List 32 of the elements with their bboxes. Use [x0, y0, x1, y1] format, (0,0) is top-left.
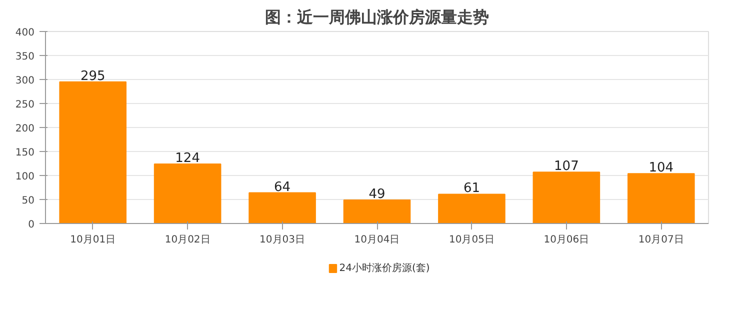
x-tick-label: 10月07日: [638, 234, 684, 246]
bar: [532, 172, 600, 224]
data-label: 49: [368, 186, 386, 202]
bar: [627, 173, 695, 224]
bar: [59, 81, 127, 224]
y-tick-label: 250: [15, 100, 35, 110]
x-tick-label: 10月04日: [354, 234, 400, 246]
data-label: 295: [80, 68, 106, 84]
y-tick-label: 150: [15, 148, 35, 158]
x-tick-label: 10月05日: [448, 234, 494, 246]
x-tick-label: 10月03日: [260, 234, 306, 246]
data-label: 124: [175, 150, 200, 166]
chart-title: 图：近一周佛山涨价房源量走势: [265, 8, 489, 26]
x-tick-label: 10月02日: [164, 234, 210, 246]
y-tick-label: 100: [15, 172, 35, 182]
y-tick-label: 200: [15, 124, 35, 134]
y-tick-label: 350: [15, 52, 35, 62]
bar: [248, 192, 316, 224]
bar: [438, 194, 506, 224]
x-tick-label: 10月06日: [544, 234, 590, 246]
x-tick-label: 10月01日: [70, 234, 116, 246]
data-label: 104: [648, 160, 674, 176]
data-label: 61: [463, 181, 480, 196]
data-label: 107: [554, 159, 579, 174]
y-tick-label: 300: [15, 76, 35, 86]
data-label: 64: [274, 180, 291, 195]
legend-label: 24小时涨价房源(套): [339, 262, 430, 274]
y-tick-label: 0: [28, 220, 35, 230]
y-tick-label: 400: [15, 28, 35, 38]
bar: [154, 163, 222, 224]
bar: [343, 199, 411, 224]
y-tick-label: 50: [22, 196, 35, 206]
